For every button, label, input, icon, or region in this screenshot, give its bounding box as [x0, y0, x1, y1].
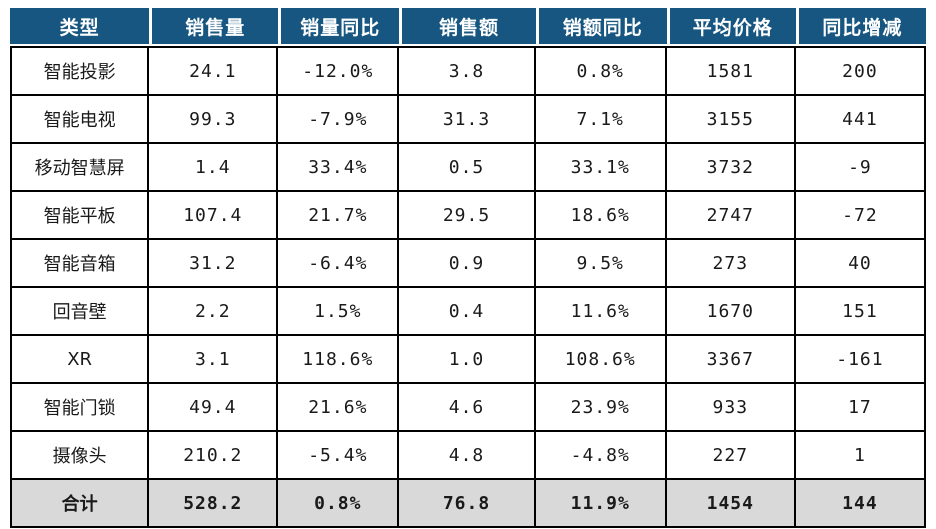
value-cell: 3367: [666, 336, 796, 384]
column-header-type: 类型: [10, 8, 150, 46]
value-cell: 0.9: [399, 240, 536, 288]
value-cell: 21.6%: [278, 384, 400, 432]
value-cell: 118.6%: [278, 336, 400, 384]
value-cell: 108.6%: [535, 336, 667, 384]
value-cell: 3.8: [399, 46, 536, 96]
value-cell: 29.5: [399, 192, 536, 240]
category-cell: 合计: [10, 480, 150, 528]
value-cell: 1.4: [149, 144, 279, 192]
value-cell: 441: [795, 96, 926, 144]
table-row: 移动智慧屏 1.4 33.4% 0.5 33.1% 3732 -9: [10, 144, 926, 192]
value-cell: 4.8: [399, 432, 536, 480]
value-cell: 1581: [666, 46, 796, 96]
value-cell: 17: [795, 384, 926, 432]
category-cell: 智能门锁: [10, 384, 150, 432]
value-cell: 0.5: [399, 144, 536, 192]
value-cell: 9.5%: [535, 240, 667, 288]
value-cell: 933: [666, 384, 796, 432]
value-cell: 99.3: [149, 96, 279, 144]
value-cell: 33.1%: [535, 144, 667, 192]
value-cell: 18.6%: [535, 192, 667, 240]
value-cell: 2.2: [149, 288, 279, 336]
column-header-yoy-change: 同比增减: [795, 8, 926, 46]
value-cell: -12.0%: [278, 46, 400, 96]
total-row: 合计 528.2 0.8% 76.8 11.9% 1454 144: [10, 480, 926, 528]
table-row: 摄像头 210.2 -5.4% 4.8 -4.8% 227 1: [10, 432, 926, 480]
value-cell: -72: [795, 192, 926, 240]
table-body: 智能投影 24.1 -12.0% 3.8 0.8% 1581 200 智能电视 99.3 -7.9…: [10, 46, 926, 528]
table-row: 智能音箱 31.2 -6.4% 0.9 9.5% 273 40: [10, 240, 926, 288]
value-cell: 23.9%: [535, 384, 667, 432]
value-cell: 1.5%: [278, 288, 400, 336]
category-cell: 智能电视: [10, 96, 150, 144]
value-cell: 7.1%: [535, 96, 667, 144]
value-cell: -9: [795, 144, 926, 192]
column-header-average-price: 平均价格: [666, 8, 796, 46]
value-cell: 1670: [666, 288, 796, 336]
value-cell: -6.4%: [278, 240, 400, 288]
value-cell: -5.4%: [278, 432, 400, 480]
sales-table-container: 类型 销售量 销量同比 销售额 销额同比 平均价格 同比增减 智能投影 24.1-…: [10, 8, 926, 528]
value-cell: 273: [666, 240, 796, 288]
value-cell: 21.7%: [278, 192, 400, 240]
header-row: 类型 销售量 销量同比 销售额 销额同比 平均价格 同比增减: [10, 8, 926, 46]
value-cell: 107.4: [149, 192, 279, 240]
table-header: 类型 销售量 销量同比 销售额 销额同比 平均价格 同比增减: [10, 8, 926, 46]
column-header-volume-yoy: 销量同比: [278, 8, 400, 46]
value-cell: 0.8%: [278, 480, 400, 528]
value-cell: 11.6%: [535, 288, 667, 336]
value-cell: 0.4: [399, 288, 536, 336]
value-cell: 49.4: [149, 384, 279, 432]
category-cell: 智能平板: [10, 192, 150, 240]
value-cell: -4.8%: [535, 432, 667, 480]
table-row: 智能电视 99.3 -7.9% 31.3 7.1% 3155 441: [10, 96, 926, 144]
table-row: 回音壁 2.2 1.5% 0.4 11.6% 1670 151: [10, 288, 926, 336]
sales-table: 类型 销售量 销量同比 销售额 销额同比 平均价格 同比增减 智能投影 24.1-…: [10, 8, 926, 528]
value-cell: 3.1: [149, 336, 279, 384]
category-cell: 智能音箱: [10, 240, 150, 288]
category-cell: 智能投影: [10, 46, 150, 96]
value-cell: 3155: [666, 96, 796, 144]
value-cell: 3732: [666, 144, 796, 192]
category-cell: 摄像头: [10, 432, 150, 480]
column-header-sales-volume: 销售量: [149, 8, 279, 46]
value-cell: 2747: [666, 192, 796, 240]
value-cell: 11.9%: [535, 480, 667, 528]
table-row: XR 3.1 118.6% 1.0 108.6% 3367 -161: [10, 336, 926, 384]
category-cell: 移动智慧屏: [10, 144, 150, 192]
value-cell: 200: [795, 46, 926, 96]
value-cell: -161: [795, 336, 926, 384]
value-cell: 1: [795, 432, 926, 480]
value-cell: 210.2: [149, 432, 279, 480]
value-cell: 1454: [666, 480, 796, 528]
table-row: 智能平板 107.4 21.7% 29.5 18.6% 2747 -72: [10, 192, 926, 240]
value-cell: 76.8: [399, 480, 536, 528]
category-cell: XR: [10, 336, 150, 384]
value-cell: 31.3: [399, 96, 536, 144]
column-header-sales-amount: 销售额: [399, 8, 536, 46]
table-row: 智能投影 24.1 -12.0% 3.8 0.8% 1581 200: [10, 46, 926, 96]
value-cell: 33.4%: [278, 144, 400, 192]
table-row: 智能门锁 49.4 21.6% 4.6 23.9% 933 17: [10, 384, 926, 432]
value-cell: 40: [795, 240, 926, 288]
column-header-amount-yoy: 销额同比: [535, 8, 667, 46]
value-cell: 1.0: [399, 336, 536, 384]
category-cell: 回音壁: [10, 288, 150, 336]
value-cell: 4.6: [399, 384, 536, 432]
value-cell: 528.2: [149, 480, 279, 528]
value-cell: 31.2: [149, 240, 279, 288]
value-cell: 151: [795, 288, 926, 336]
value-cell: -7.9%: [278, 96, 400, 144]
value-cell: 144: [795, 480, 926, 528]
value-cell: 227: [666, 432, 796, 480]
value-cell: 0.8%: [535, 46, 667, 96]
value-cell: 24.1: [149, 46, 279, 96]
